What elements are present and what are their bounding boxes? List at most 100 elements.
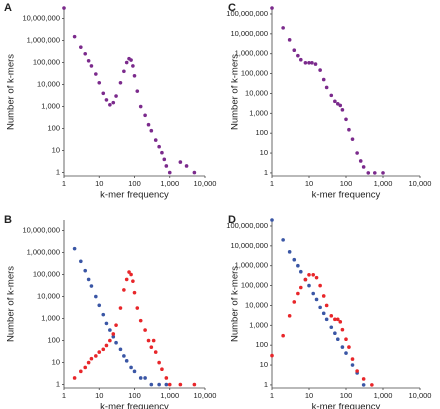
x-tick-label: 10	[305, 179, 313, 188]
point	[281, 238, 285, 242]
point	[101, 347, 106, 352]
point	[97, 350, 102, 354]
point	[108, 103, 112, 107]
x-tick-label: 1	[270, 179, 274, 188]
point	[311, 291, 316, 296]
point	[324, 303, 329, 308]
point	[314, 297, 319, 302]
point	[292, 300, 297, 304]
y-tick-label: 1,000,000	[235, 261, 268, 270]
x-tick-label: 100	[340, 391, 353, 400]
y-tick-label: 1,000,000	[235, 49, 268, 58]
point	[292, 48, 297, 53]
y-axis-label: Number of k-mers	[6, 266, 17, 342]
y-tick-label: 10,000	[245, 88, 268, 97]
point	[350, 363, 355, 367]
point	[124, 359, 129, 363]
point	[132, 369, 137, 374]
point	[138, 376, 143, 380]
point	[361, 377, 366, 381]
y-tick-label: 1	[56, 380, 60, 389]
point	[118, 80, 123, 85]
point	[108, 338, 112, 343]
point	[164, 382, 169, 387]
point	[89, 64, 94, 68]
point	[287, 38, 292, 42]
point	[104, 98, 109, 102]
point	[184, 164, 189, 168]
point	[167, 382, 172, 387]
point	[350, 137, 355, 141]
point	[83, 268, 88, 273]
point	[355, 369, 359, 373]
y-tick-label: 1,000	[41, 314, 60, 323]
point	[178, 160, 183, 164]
point	[164, 376, 169, 380]
point	[129, 365, 133, 370]
x-axis-label: k-mer frequency	[312, 190, 381, 201]
point	[287, 314, 292, 318]
point	[157, 360, 161, 365]
point	[314, 275, 319, 280]
point	[79, 369, 83, 374]
point	[164, 164, 169, 168]
point	[146, 122, 151, 127]
point	[157, 382, 161, 387]
point	[122, 288, 126, 292]
y-tick-label: 1,000	[249, 320, 268, 329]
point	[344, 117, 348, 122]
y-tick-label: 10,000,000	[230, 29, 268, 38]
x-tick-label: 10	[95, 391, 103, 400]
x-tick-label: 1	[62, 391, 66, 400]
point	[101, 312, 106, 317]
point	[86, 58, 91, 63]
point	[132, 73, 137, 78]
x-tick-label: 1,000	[160, 391, 179, 400]
point	[344, 351, 348, 355]
point	[310, 60, 314, 65]
point	[321, 294, 326, 298]
point	[162, 157, 167, 162]
x-tick-label: 1,000	[160, 179, 179, 188]
point	[135, 89, 140, 93]
point	[138, 318, 143, 323]
point	[108, 328, 112, 332]
point	[281, 333, 285, 338]
y-axis-label: Number of k-mers	[230, 54, 241, 130]
point	[313, 62, 318, 66]
point	[157, 144, 161, 149]
y-tick-label: 100	[255, 340, 268, 349]
y-tick-label: 100,000,000	[226, 9, 268, 18]
point	[138, 104, 143, 109]
point	[192, 382, 197, 387]
y-tick-label: 1,000	[41, 102, 60, 111]
point	[281, 26, 285, 30]
point	[381, 171, 385, 175]
point	[270, 6, 274, 10]
point	[296, 291, 300, 296]
y-tick-label: 10,000	[37, 292, 60, 301]
y-tick-label: 1,000,000	[27, 35, 60, 44]
point	[114, 94, 118, 98]
point	[296, 263, 300, 268]
y-tick-label: 1	[56, 168, 60, 177]
point	[318, 305, 322, 310]
point	[94, 354, 98, 358]
point	[129, 272, 133, 277]
point	[160, 367, 164, 372]
point	[303, 60, 308, 65]
y-tick-label: 100,000,000	[226, 221, 268, 230]
point	[83, 51, 88, 56]
x-tick-label: 100	[340, 179, 353, 188]
point	[307, 60, 311, 65]
point	[127, 270, 131, 274]
point	[149, 382, 154, 387]
point	[296, 53, 300, 58]
y-axis-label: Number of k-mers	[6, 54, 17, 130]
point	[307, 283, 311, 288]
y-tick-label: 10,000,000	[230, 241, 268, 250]
point	[335, 317, 340, 322]
point	[318, 68, 322, 72]
point	[366, 171, 371, 175]
